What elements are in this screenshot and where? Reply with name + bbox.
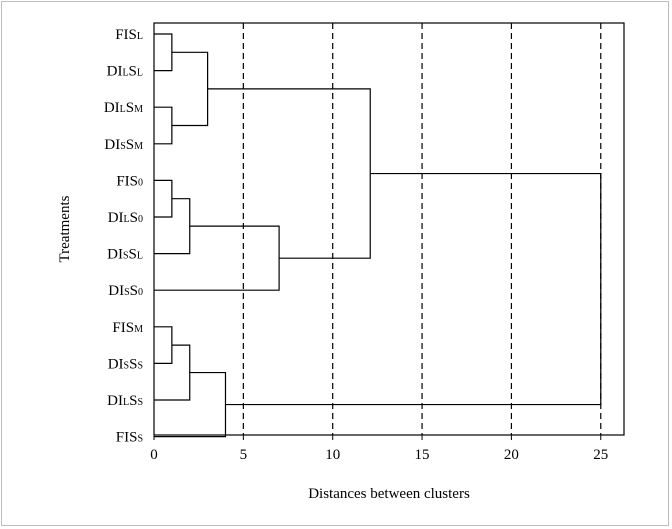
x-tick-label-5: 5 (240, 447, 248, 463)
dendrogram-link-2 (171, 51, 209, 127)
leaf-label-6: DISSL (107, 247, 143, 263)
dendrogram-link-7 (154, 326, 173, 364)
x-axis-label: Distances between clusters (308, 486, 470, 502)
leaf-label-11: FISS (116, 430, 143, 446)
leaf-label-2: DILSM (104, 100, 143, 116)
dendrogram-link-5 (154, 225, 280, 291)
dendrogram-link-4 (154, 198, 191, 255)
dendrogram-link-6 (207, 88, 371, 259)
dendrogram-link-10 (225, 172, 602, 406)
dendrogram-links (154, 33, 602, 438)
dendrogram-link-8 (154, 344, 191, 401)
leaf-label-3: DISSM (104, 137, 143, 153)
dendrogram-link-1 (154, 106, 173, 145)
dendrogram-link-0 (154, 33, 173, 72)
x-tick-label-15: 15 (415, 447, 430, 463)
leaf-labels: FISL DILSL DILSM DISSM FIS0 DILS0 DISSL DISS0 FI… (104, 27, 143, 446)
plot-area-border (153, 22, 625, 436)
leaf-label-7: DISS0 (108, 283, 143, 299)
x-tick-label-20: 20 (504, 447, 519, 463)
dendrogram-link-3 (154, 179, 173, 218)
x-tick-label-10: 10 (325, 447, 340, 463)
leaf-label-9: DISSS (108, 356, 143, 372)
y-axis-label: Treatments (57, 195, 73, 262)
x-axis-ticks: 0 5 10 15 20 25 (150, 435, 608, 463)
leaf-label-5: DILS0 (108, 210, 143, 226)
x-tick-label-0: 0 (150, 447, 158, 463)
x-tick-label-25: 25 (593, 447, 608, 463)
leaf-label-0: FISL (115, 27, 143, 43)
leaf-label-8: FISM (112, 320, 143, 336)
leaf-label-1: DILSL (107, 64, 143, 80)
leaf-label-10: DILSS (107, 393, 143, 409)
reference-lines (242, 23, 602, 435)
leaf-label-4: FIS0 (116, 173, 143, 189)
